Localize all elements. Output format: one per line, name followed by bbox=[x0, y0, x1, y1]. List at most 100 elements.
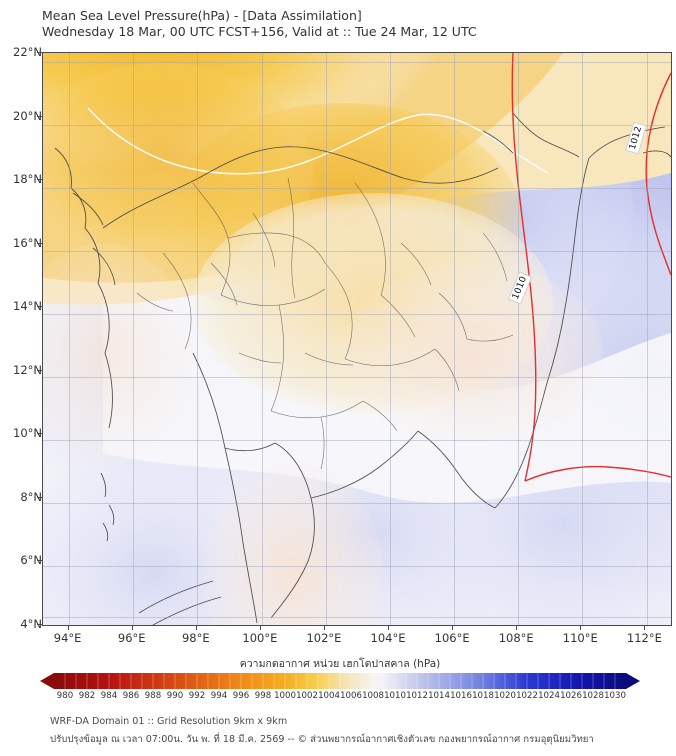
chart-title-block: Mean Sea Level Pressure(hPa) - [Data Ass… bbox=[42, 8, 477, 40]
admin-boundary-layer bbox=[136, 177, 514, 470]
colorbar-tick-label: 1030 bbox=[604, 691, 626, 701]
gridline-h bbox=[43, 503, 671, 504]
isobar-red-layer bbox=[511, 53, 671, 482]
x-axis-tick-label: 100°E bbox=[242, 631, 278, 645]
gridline-v bbox=[262, 53, 263, 625]
y-axis-tick bbox=[37, 433, 42, 435]
gridline-h bbox=[43, 314, 671, 315]
map-plot-area: 1012 1010 bbox=[42, 52, 672, 626]
colorbar-tick-label: 1004 bbox=[318, 691, 340, 701]
colorbar-tick-labels: 980 982 984 986 988 990 992 994 996 998 1000 1002 10… bbox=[40, 691, 640, 705]
chart-subtitle: Wednesday 18 Mar, 00 UTC FCST+156, Valid… bbox=[42, 24, 477, 39]
gridline-v bbox=[69, 53, 70, 625]
x-axis-tick-label: 108°E bbox=[498, 631, 534, 645]
y-axis-tick-label: 22°N bbox=[13, 45, 42, 59]
y-axis-tick bbox=[37, 369, 42, 371]
colorbar-gradient bbox=[40, 673, 640, 689]
colorbar-tick-label: 1006 bbox=[340, 691, 362, 701]
x-axis-tick-label: 98°E bbox=[181, 631, 210, 645]
coastline-layer bbox=[54, 112, 671, 625]
isobar-1010-south-path bbox=[524, 465, 671, 482]
gridline-v bbox=[133, 53, 134, 625]
isobar-1012-path bbox=[645, 72, 671, 276]
colorbar-title: ความกดอากาศ หน่วย เฮกโตปาสคาล (hPa) bbox=[239, 658, 441, 670]
y-axis-tick-label: 8°N bbox=[20, 489, 42, 504]
colorbar-tick-label: 1000 bbox=[274, 691, 296, 701]
x-axis-tick-label: 102°E bbox=[306, 631, 342, 645]
colorbar-tick-label: 990 bbox=[166, 691, 184, 701]
gridline-h bbox=[43, 377, 671, 378]
colorbar-tick-label: 1002 bbox=[296, 691, 318, 701]
y-axis-tick bbox=[37, 306, 42, 308]
colorbar-tick-label: 994 bbox=[210, 691, 228, 701]
gridline-v bbox=[647, 53, 648, 625]
y-axis-tick-label: 16°N bbox=[13, 235, 42, 250]
x-axis-tick-label: 112°E bbox=[626, 631, 662, 645]
y-axis-tick-label: 20°N bbox=[13, 108, 42, 123]
colorbar-tick-label: 998 bbox=[254, 691, 272, 701]
isobar-1010-path bbox=[511, 53, 537, 482]
x-axis-tick bbox=[323, 625, 325, 630]
colorbar-tick-label: 1020 bbox=[494, 691, 516, 701]
y-axis-tick-label: 6°N bbox=[20, 553, 42, 568]
gridline-h bbox=[43, 62, 671, 63]
gridline-v bbox=[197, 53, 198, 625]
y-axis-tick bbox=[37, 115, 42, 117]
colorbar-tick-label: 988 bbox=[144, 691, 162, 701]
y-axis-tick bbox=[37, 560, 42, 562]
colorbar-tick-label: 984 bbox=[100, 691, 118, 701]
gridline-v bbox=[518, 53, 519, 625]
x-axis-tick bbox=[644, 625, 646, 630]
y-axis-tick-label: 4°N bbox=[20, 617, 42, 631]
pressure-field bbox=[43, 53, 671, 625]
gridline-v bbox=[390, 53, 391, 625]
y-axis-tick-label: 18°N bbox=[13, 172, 42, 187]
gridline-h bbox=[43, 125, 671, 126]
x-axis: 94°E 96°E 98°E 100°E 102°E 104°E 106°E 108°E 110… bbox=[42, 625, 670, 647]
x-axis-tick bbox=[195, 625, 197, 630]
x-axis-tick bbox=[388, 625, 390, 630]
colorbar-tick-label: 1024 bbox=[538, 691, 560, 701]
colorbar-tick-label: 1016 bbox=[450, 691, 472, 701]
colorbar-tick-label: 982 bbox=[78, 691, 96, 701]
x-axis-tick-label: 96°E bbox=[117, 631, 146, 645]
gridline-v bbox=[582, 53, 583, 625]
colorbar-tick-label: 986 bbox=[122, 691, 140, 701]
y-axis-tick-label: 14°N bbox=[13, 299, 42, 314]
x-axis-tick bbox=[580, 625, 582, 630]
gridline-v bbox=[454, 53, 455, 625]
colorbar-tick-label: 1028 bbox=[582, 691, 604, 701]
gridline-h bbox=[43, 188, 671, 189]
x-axis-tick-label: 110°E bbox=[562, 631, 598, 645]
footer-line-1: WRF-DA Domain 01 :: Grid Resolution 9km … bbox=[50, 716, 288, 727]
y-axis: 4°N 6°N 8°N 10°N 12°N 14°N 16°N 18°N 20°N 22°N bbox=[0, 45, 676, 631]
colorbar-tick-label: 980 bbox=[56, 691, 74, 701]
x-axis-tick bbox=[259, 625, 261, 630]
y-axis-tick bbox=[37, 624, 42, 625]
x-axis-tick bbox=[452, 625, 454, 630]
colorbar-tick-label: 1010 bbox=[384, 691, 406, 701]
page-title: Mean Sea Level Pressure(hPa) - [Data Ass… bbox=[42, 8, 362, 23]
gridline-h bbox=[43, 251, 671, 252]
footer-line-2: ปรับปรุงข้อมูล ณ เวลา 07:00น. วัน พ. ที่… bbox=[50, 734, 594, 745]
y-axis-tick-label: 12°N bbox=[13, 362, 42, 377]
y-axis-tick bbox=[37, 496, 42, 498]
colorbar-tick-label: 1022 bbox=[516, 691, 538, 701]
gridline-h bbox=[43, 617, 671, 618]
x-axis-tick bbox=[131, 625, 133, 630]
x-axis-tick-label: 106°E bbox=[434, 631, 470, 645]
y-axis-tick-label: 10°N bbox=[13, 426, 42, 441]
y-axis-tick bbox=[37, 242, 42, 244]
y-axis-tick bbox=[37, 179, 42, 181]
x-axis-tick-label: 104°E bbox=[370, 631, 406, 645]
colorbar-tick-label: 1008 bbox=[362, 691, 384, 701]
y-axis-tick bbox=[37, 52, 42, 53]
colorbar-tick-label: 1018 bbox=[472, 691, 494, 701]
x-axis-tick-label: 94°E bbox=[53, 631, 82, 645]
colorbar-tick-label: 1026 bbox=[560, 691, 582, 701]
isobar-white-1000 bbox=[87, 107, 549, 175]
colorbar-tick-label: 1012 bbox=[406, 691, 428, 701]
gridline-v bbox=[326, 53, 327, 625]
x-axis-tick bbox=[67, 625, 69, 630]
colorbar-tick-label: 996 bbox=[232, 691, 250, 701]
